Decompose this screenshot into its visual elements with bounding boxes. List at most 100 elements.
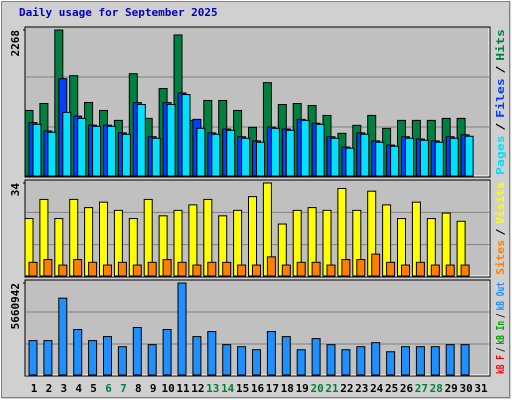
bar bbox=[401, 346, 410, 376]
bar bbox=[386, 351, 396, 376]
bar bbox=[270, 127, 280, 177]
legend-separator: / bbox=[494, 347, 507, 352]
bar bbox=[28, 340, 38, 376]
bar bbox=[375, 141, 385, 177]
bar bbox=[401, 264, 410, 277]
legend-separator: / bbox=[494, 313, 507, 318]
bar bbox=[405, 137, 414, 177]
bar bbox=[162, 329, 172, 376]
x-tick-label: 11 bbox=[176, 382, 190, 395]
x-tick-label: 10 bbox=[161, 382, 174, 395]
bar bbox=[296, 349, 306, 376]
legend-entry: Files bbox=[494, 78, 507, 118]
bar bbox=[132, 326, 142, 376]
legend-separator: / bbox=[494, 122, 507, 130]
bar bbox=[88, 261, 98, 277]
legend: Sites / Visits bbox=[494, 182, 507, 275]
bar bbox=[296, 261, 306, 277]
legend-entry: kB Out bbox=[494, 282, 507, 310]
bar bbox=[356, 346, 366, 376]
x-tick-label: 1 bbox=[31, 382, 38, 395]
x-tick-label: 23 bbox=[355, 382, 368, 395]
bar bbox=[311, 261, 321, 277]
bar bbox=[386, 261, 396, 277]
bar bbox=[117, 261, 127, 277]
bar bbox=[166, 103, 176, 177]
bar bbox=[207, 261, 217, 277]
x-tick-label: 2 bbox=[46, 382, 53, 395]
x-tick-label: 20 bbox=[310, 382, 323, 395]
bar bbox=[445, 264, 455, 277]
x-tick-label: 9 bbox=[150, 382, 157, 395]
bar bbox=[88, 340, 98, 376]
bar bbox=[300, 119, 310, 177]
bar bbox=[151, 137, 161, 177]
bar bbox=[211, 133, 221, 177]
legend: Pages / Files / Hits bbox=[494, 29, 507, 175]
legend-entry: kB In bbox=[494, 321, 507, 345]
legend-separator: / bbox=[494, 228, 507, 235]
x-tick-label: 5 bbox=[90, 382, 97, 395]
bar bbox=[341, 349, 351, 376]
bar bbox=[445, 344, 455, 376]
bar bbox=[266, 256, 276, 277]
bar bbox=[266, 331, 276, 376]
bar bbox=[196, 127, 206, 177]
x-tick-label: 13 bbox=[206, 382, 219, 395]
bar bbox=[415, 261, 425, 277]
bar bbox=[248, 196, 257, 277]
bar bbox=[103, 264, 112, 277]
bar bbox=[58, 264, 68, 277]
bar bbox=[419, 139, 429, 177]
bar bbox=[434, 141, 444, 177]
x-tick-label: 28 bbox=[430, 382, 443, 395]
bar bbox=[43, 259, 53, 277]
bar bbox=[315, 123, 325, 177]
x-tick-label: 30 bbox=[459, 382, 472, 395]
bar bbox=[207, 331, 217, 376]
bar bbox=[73, 329, 83, 376]
bar bbox=[360, 133, 370, 177]
x-tick-label: 14 bbox=[221, 382, 235, 395]
bar bbox=[222, 261, 232, 277]
bar bbox=[92, 125, 102, 177]
chart-title: Daily usage for September 2025 bbox=[19, 6, 218, 19]
bar bbox=[281, 336, 291, 376]
legend-entry: Hits bbox=[494, 29, 507, 61]
x-tick-label: 16 bbox=[251, 382, 265, 395]
x-tick-label: 27 bbox=[415, 382, 428, 395]
bar bbox=[136, 103, 146, 177]
bar bbox=[460, 264, 470, 277]
bar bbox=[28, 261, 38, 277]
bar bbox=[460, 344, 470, 376]
bar bbox=[32, 123, 42, 177]
x-tick-label: 31 bbox=[474, 382, 488, 395]
bar bbox=[285, 129, 295, 177]
y-tick-label: 5660942 bbox=[9, 283, 22, 329]
bar bbox=[117, 346, 127, 376]
bar bbox=[192, 336, 202, 376]
bar bbox=[192, 264, 202, 277]
bar bbox=[237, 264, 247, 277]
bar bbox=[237, 346, 247, 376]
bar bbox=[58, 297, 68, 376]
bar bbox=[147, 344, 157, 376]
x-tick-label: 6 bbox=[105, 382, 112, 395]
bar bbox=[241, 137, 251, 177]
bar bbox=[345, 147, 355, 177]
bar bbox=[226, 129, 236, 177]
x-tick-label: 8 bbox=[135, 382, 142, 395]
x-tick-label: 18 bbox=[281, 382, 294, 395]
x-tick-label: 29 bbox=[445, 382, 458, 395]
bar bbox=[371, 342, 381, 376]
bar bbox=[222, 344, 232, 376]
bar bbox=[330, 137, 340, 177]
bar bbox=[252, 349, 261, 376]
y-tick-label: 2268 bbox=[9, 30, 22, 57]
x-tick-label: 24 bbox=[370, 382, 384, 395]
x-tick-label: 19 bbox=[296, 382, 309, 395]
bar bbox=[371, 253, 381, 277]
legend-entry: Sites bbox=[494, 240, 507, 275]
bar bbox=[77, 117, 87, 177]
